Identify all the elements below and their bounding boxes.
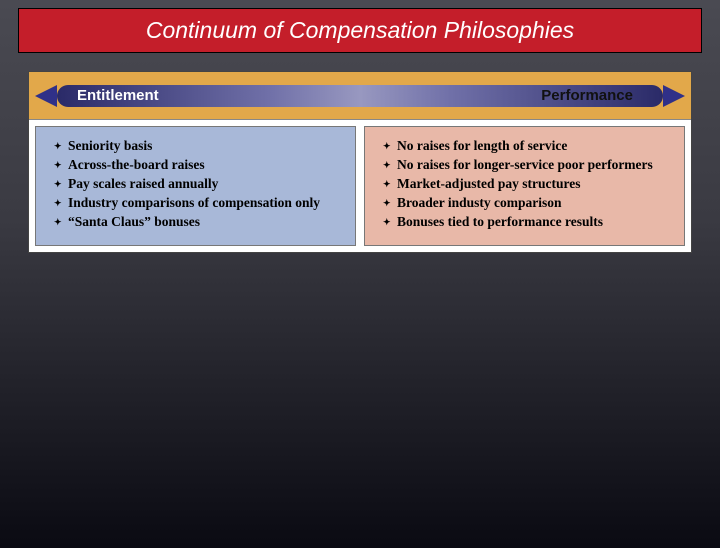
diagram-container: Entitlement Performance Seniority basis … [28,71,692,253]
performance-list: No raises for length of service No raise… [383,137,670,231]
list-item: Across-the-board raises [54,156,341,175]
arrow-right-icon [663,85,685,107]
entitlement-box: Seniority basis Across-the-board raises … [35,126,356,246]
list-item: No raises for length of service [383,137,670,156]
list-item: Industry comparisons of compensation onl… [54,194,341,213]
continuum-bar: Entitlement Performance [29,72,691,120]
boxes-row: Seniority basis Across-the-board raises … [29,120,691,252]
list-item: Bonuses tied to performance results [383,213,670,232]
continuum-gradient: Entitlement Performance [57,85,663,107]
title-bar: Continuum of Compensation Philosophies [18,8,702,53]
list-item: “Santa Claus” bonuses [54,213,341,232]
entitlement-list: Seniority basis Across-the-board raises … [54,137,341,231]
list-item: No raises for longer-service poor perfor… [383,156,670,175]
performance-box: No raises for length of service No raise… [364,126,685,246]
continuum-right-label: Performance [541,87,633,104]
list-item: Market-adjusted pay structures [383,175,670,194]
arrow-left-icon [35,85,57,107]
list-item: Seniority basis [54,137,341,156]
list-item: Broader industy comparison [383,194,670,213]
page-title: Continuum of Compensation Philosophies [146,17,574,43]
list-item: Pay scales raised annually [54,175,341,194]
continuum-left-label: Entitlement [77,87,159,104]
